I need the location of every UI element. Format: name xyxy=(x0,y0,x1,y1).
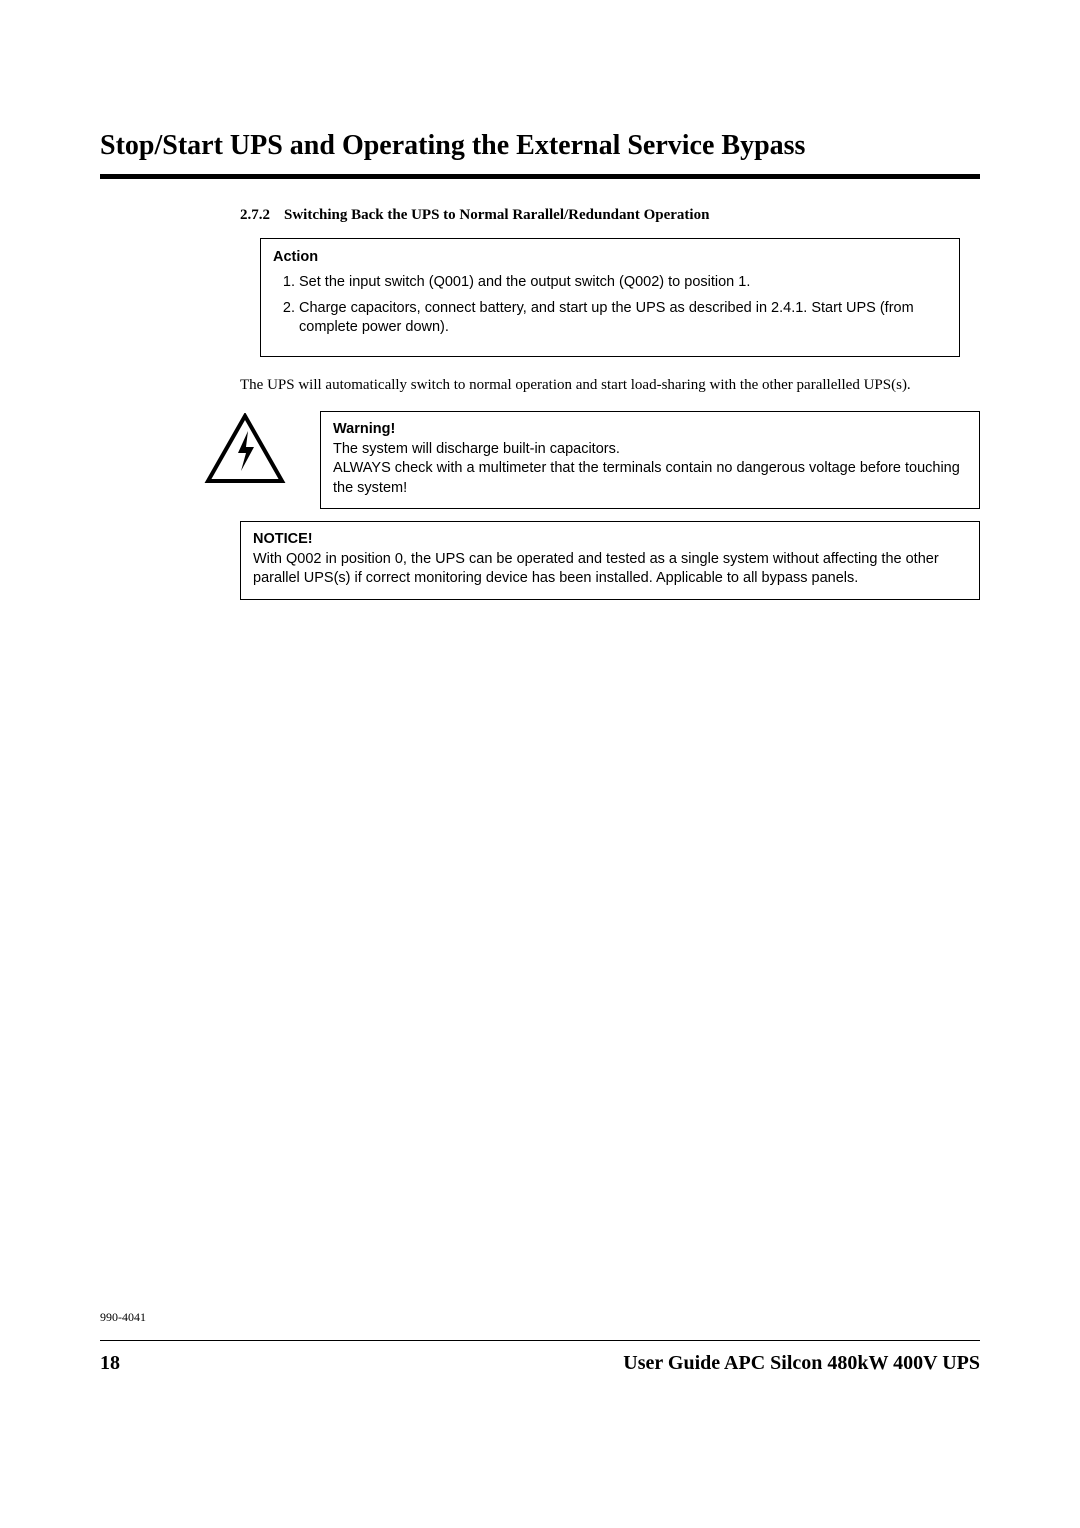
page-number: 18 xyxy=(100,1352,120,1375)
notice-label: NOTICE! xyxy=(253,530,967,550)
header-rule xyxy=(100,174,980,179)
chapter-title: Stop/Start UPS and Operating the Externa… xyxy=(100,130,980,162)
page-footer: 18 User Guide APC Silcon 480kW 400V UPS xyxy=(100,1352,980,1375)
action-item: Set the input switch (Q001) and the outp… xyxy=(299,273,947,293)
guide-title: User Guide APC Silcon 480kW 400V UPS xyxy=(623,1352,980,1375)
page-content: Stop/Start UPS and Operating the Externa… xyxy=(100,130,980,600)
action-box: Action Set the input switch (Q001) and t… xyxy=(260,238,960,357)
warning-label: Warning! xyxy=(333,420,967,440)
notice-text: With Q002 in position 0, the UPS can be … xyxy=(253,550,967,589)
action-list: Set the input switch (Q001) and the outp… xyxy=(273,273,947,338)
footer-rule xyxy=(100,1340,980,1341)
action-label: Action xyxy=(273,249,947,265)
warning-line-2: ALWAYS check with a multimeter that the … xyxy=(333,459,967,498)
action-item: Charge capacitors, connect battery, and … xyxy=(299,299,947,338)
warning-box: Warning! The system will discharge built… xyxy=(320,411,980,509)
doc-number: 990-4041 xyxy=(100,1310,146,1325)
section-heading: 2.7.2 Switching Back the UPS to Normal Ra… xyxy=(240,207,980,224)
notice-box: NOTICE! With Q002 in position 0, the UPS… xyxy=(240,521,980,600)
warning-row: Warning! The system will discharge built… xyxy=(200,411,980,509)
body-paragraph: The UPS will automatically switch to nor… xyxy=(240,375,960,395)
warning-line-1: The system will discharge built-in capac… xyxy=(333,440,967,460)
section-number: 2.7.2 xyxy=(240,207,270,223)
electrical-hazard-icon xyxy=(200,411,290,485)
section-title: Switching Back the UPS to Normal Raralle… xyxy=(284,207,709,223)
